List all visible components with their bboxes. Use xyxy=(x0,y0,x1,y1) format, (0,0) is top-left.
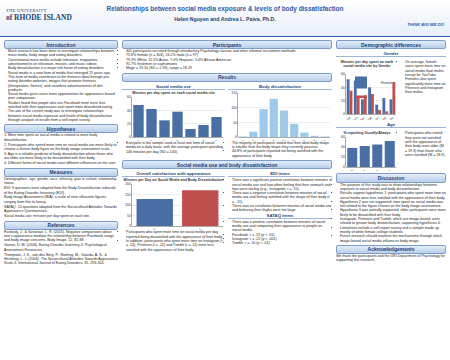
svg-text:21+: 21+ xyxy=(385,169,392,171)
svg-text:Facebook: Facebook xyxy=(127,139,141,141)
svg-text:200: 200 xyxy=(125,183,131,187)
svg-text:Twitter: Twitter xyxy=(157,138,168,141)
svg-text:5: 5 xyxy=(282,139,286,141)
svg-text:20: 20 xyxy=(127,122,131,126)
svg-text:Dissatisfied: Dissatisfied xyxy=(187,228,202,230)
svg-text:Twitter: Twitter xyxy=(356,116,367,121)
svg-text:20: 20 xyxy=(341,99,345,103)
svg-text:Instagram: Instagram xyxy=(140,139,154,141)
svg-text:Instagram: Instagram xyxy=(345,116,359,120)
svg-text:0: 0 xyxy=(235,135,237,139)
svg-text:40: 40 xyxy=(127,108,131,112)
svg-text:7: 7 xyxy=(302,139,306,141)
svg-text:4: 4 xyxy=(272,139,276,141)
svg-text:Snapchat: Snapchat xyxy=(360,116,373,120)
svg-text:0: 0 xyxy=(129,225,131,229)
svg-text:Snapchat: Snapchat xyxy=(166,139,179,141)
svg-text:Pinterest: Pinterest xyxy=(375,116,387,120)
svg-text:40: 40 xyxy=(341,146,345,150)
svg-text:100: 100 xyxy=(231,106,237,110)
svg-text:YouTube: YouTube xyxy=(206,139,218,141)
svg-text:YouTube: YouTube xyxy=(382,116,394,120)
svg-text:0: 0 xyxy=(343,113,345,117)
svg-text:20: 20 xyxy=(374,169,380,171)
svg-text:150: 150 xyxy=(125,193,131,197)
svg-text:60: 60 xyxy=(341,136,345,140)
svg-text:40: 40 xyxy=(341,86,345,90)
svg-text:150: 150 xyxy=(231,91,237,95)
svg-text:Pinterest: Pinterest xyxy=(193,139,205,141)
svg-text:9: 9 xyxy=(323,139,327,141)
svg-text:Facebook: Facebook xyxy=(338,116,352,120)
svg-text:Female: Female xyxy=(381,81,392,85)
svg-text:19: 19 xyxy=(361,169,367,171)
svg-text:0: 0 xyxy=(129,135,131,139)
svg-text:Satisfied: Satisfied xyxy=(145,228,157,230)
svg-text:Tumblr: Tumblr xyxy=(182,138,193,141)
svg-text:60: 60 xyxy=(341,73,345,77)
svg-text:100: 100 xyxy=(125,204,131,208)
svg-text:18: 18 xyxy=(349,169,355,171)
svg-text:0: 0 xyxy=(343,166,345,170)
svg-text:50: 50 xyxy=(127,214,131,218)
svg-text:6: 6 xyxy=(292,139,296,141)
svg-text:60: 60 xyxy=(127,95,131,99)
svg-text:2: 2 xyxy=(251,139,255,141)
svg-text:Tumblr: Tumblr xyxy=(370,116,381,121)
svg-text:20: 20 xyxy=(341,156,345,160)
svg-text:8: 8 xyxy=(312,139,316,141)
svg-text:3: 3 xyxy=(261,139,265,141)
svg-text:1: 1 xyxy=(241,139,245,141)
svg-text:50: 50 xyxy=(233,120,237,124)
